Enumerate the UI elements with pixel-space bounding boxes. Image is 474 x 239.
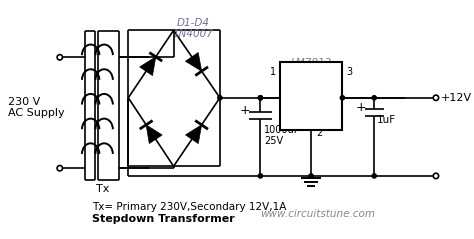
Text: www.circuitstune.com: www.circuitstune.com [260,209,375,219]
Text: IN: IN [287,78,298,88]
Text: Tx= Primary 230V,Secondary 12V,1A: Tx= Primary 230V,Secondary 12V,1A [91,202,286,212]
Text: 1uF: 1uF [377,115,396,125]
Text: 230 V
AC Supply: 230 V AC Supply [8,97,64,118]
Text: LM7812: LM7812 [291,58,332,68]
Text: 1: 1 [270,67,276,77]
Circle shape [218,96,222,100]
Polygon shape [185,125,201,144]
Circle shape [258,174,263,178]
Text: D1-D4
1N4007: D1-D4 1N4007 [173,18,213,39]
Text: OUT: OUT [314,78,335,88]
Text: 3: 3 [346,67,352,77]
Bar [280,62,342,130]
Polygon shape [185,53,201,71]
Text: Stepdown Transformer: Stepdown Transformer [91,213,234,223]
Text: Tx: Tx [96,184,109,194]
Text: COM: COM [300,105,322,115]
Text: +: + [356,101,366,114]
Polygon shape [146,125,162,144]
Text: 1000uF
25V: 1000uF 25V [264,125,301,147]
Text: +12V: +12V [441,93,472,103]
Circle shape [258,96,263,100]
Circle shape [372,96,376,100]
Text: 2: 2 [316,129,322,138]
Text: +: + [240,104,250,117]
Polygon shape [140,57,156,76]
Circle shape [309,174,313,178]
Circle shape [340,96,345,100]
Circle shape [258,96,263,100]
Circle shape [372,174,376,178]
